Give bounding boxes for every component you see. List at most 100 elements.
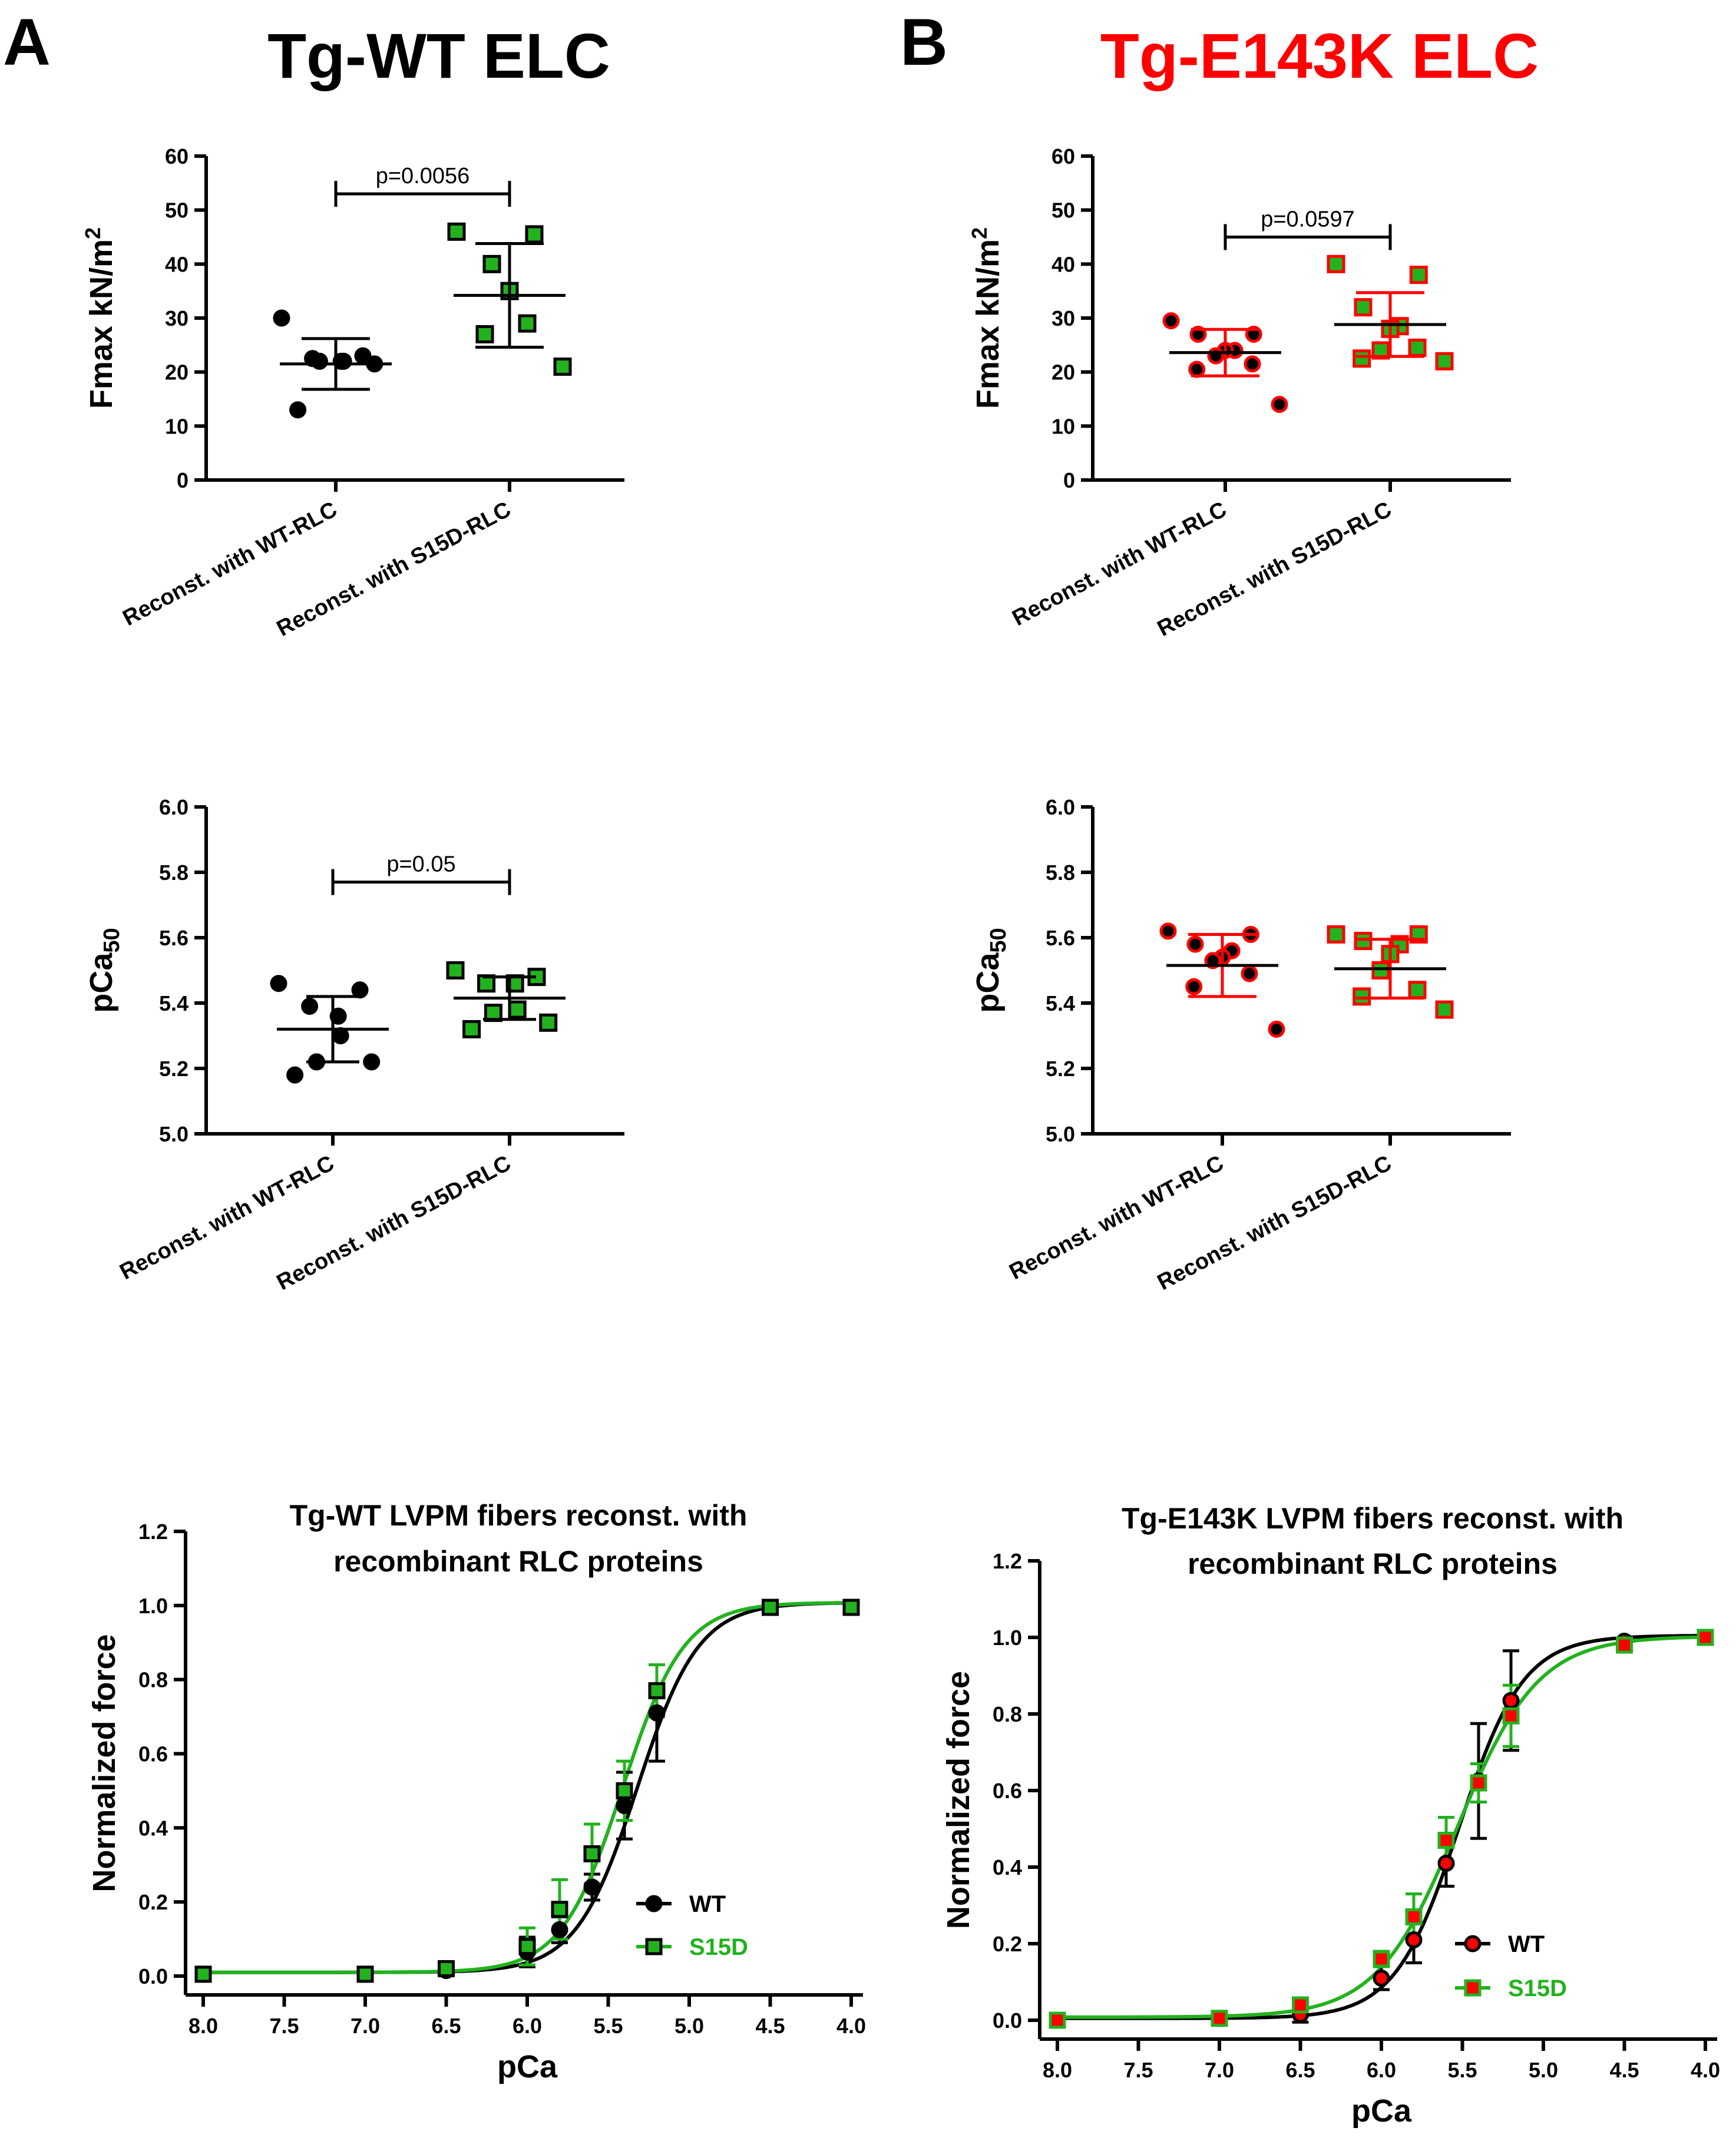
y-tick-label: 0.0 bbox=[138, 1964, 168, 1988]
legend-marker bbox=[1464, 1979, 1482, 1997]
y-tick-label: 40 bbox=[1051, 252, 1075, 276]
data-point-s15d bbox=[648, 1682, 666, 1700]
y-tick-label: 50 bbox=[165, 198, 189, 223]
data-point-wt bbox=[1373, 1970, 1390, 1987]
x-tick-label: 8.0 bbox=[1043, 2058, 1072, 2082]
x-tick-label: 6.0 bbox=[1367, 2058, 1396, 2082]
data-point bbox=[1354, 298, 1373, 317]
data-point-wt bbox=[583, 1878, 601, 1896]
data-point bbox=[482, 254, 501, 273]
data-point bbox=[301, 998, 319, 1015]
data-point bbox=[1435, 1000, 1454, 1019]
data-point-s15d bbox=[1049, 2011, 1066, 2029]
y-tick-label: 5.0 bbox=[1046, 1122, 1075, 1146]
x-tick-label: 5.5 bbox=[593, 2014, 623, 2038]
data-point bbox=[1271, 396, 1288, 413]
y-tick-label: 0.6 bbox=[993, 1779, 1022, 1803]
y-tick-label: 0 bbox=[1063, 468, 1075, 492]
data-point-s15d bbox=[1211, 2010, 1228, 2027]
data-point bbox=[335, 352, 352, 370]
y-axis-label: pCa50 bbox=[84, 928, 124, 1012]
y-tick-label: 1.0 bbox=[993, 1626, 1022, 1650]
panel-a-title: Tg-WT ELC bbox=[267, 20, 610, 91]
y-tick-label: 0 bbox=[177, 468, 189, 492]
p-value-label: p=0.0056 bbox=[376, 164, 470, 188]
x-tick-label: 5.0 bbox=[1529, 2058, 1558, 2082]
x-tick-label: 8.0 bbox=[189, 2014, 218, 2038]
data-point bbox=[1371, 961, 1390, 979]
x-tick-label: 5.5 bbox=[1447, 2058, 1477, 2082]
data-point bbox=[508, 1000, 527, 1019]
legend-marker bbox=[645, 1938, 663, 1955]
data-point-wt bbox=[1502, 1692, 1520, 1709]
chart-title: recombinant RLC proteins bbox=[333, 1545, 703, 1578]
data-point-s15d bbox=[1502, 1707, 1520, 1725]
data-point bbox=[1327, 925, 1345, 944]
y-tick-label: 0.0 bbox=[993, 2008, 1022, 2033]
y-tick-label: 0.2 bbox=[993, 1932, 1022, 1956]
chart-title: recombinant RLC proteins bbox=[1188, 1547, 1558, 1580]
y-tick-label: 30 bbox=[165, 306, 189, 330]
x-tick-label: 4.5 bbox=[1609, 2058, 1639, 2082]
p-value-label: p=0.0597 bbox=[1261, 207, 1355, 232]
y-tick-label: 1.2 bbox=[993, 1549, 1022, 1573]
data-point bbox=[273, 309, 290, 327]
data-point bbox=[286, 1066, 304, 1084]
x-tick-label: 4.5 bbox=[755, 2014, 785, 2038]
data-point-s15d bbox=[762, 1599, 779, 1616]
data-point bbox=[1354, 932, 1373, 951]
data-point bbox=[310, 352, 328, 370]
y-axis-label: Normalized force bbox=[87, 1634, 122, 1892]
y-tick-label: 50 bbox=[1051, 198, 1075, 223]
x-tick-label: 7.5 bbox=[1123, 2058, 1153, 2082]
y-tick-label: 1.0 bbox=[138, 1594, 168, 1618]
y-tick-label: 5.4 bbox=[159, 991, 189, 1015]
data-point bbox=[447, 222, 466, 241]
data-point bbox=[518, 314, 537, 333]
y-tick-label: 5.4 bbox=[1046, 991, 1075, 1015]
y-tick-label: 5.8 bbox=[1046, 861, 1075, 885]
data-point bbox=[289, 401, 307, 419]
data-point bbox=[1241, 965, 1258, 982]
data-point-s15d bbox=[194, 1965, 212, 1983]
data-point bbox=[363, 1053, 381, 1071]
data-point-s15d bbox=[356, 1965, 374, 1983]
data-point bbox=[1409, 266, 1428, 284]
data-point bbox=[1353, 349, 1371, 368]
x-tick-label: 6.5 bbox=[1285, 2058, 1315, 2082]
y-tick-label: 0.2 bbox=[138, 1890, 168, 1914]
y-tick-label: 10 bbox=[1051, 414, 1075, 438]
y-tick-label: 20 bbox=[165, 360, 189, 385]
x-axis-label: pCa bbox=[1351, 2093, 1412, 2129]
data-point-wt bbox=[616, 1797, 633, 1815]
data-point-wt bbox=[551, 1921, 568, 1938]
legend-label-wt: WT bbox=[689, 1891, 726, 1917]
data-point bbox=[1186, 935, 1204, 953]
y-axis-label: pCa50 bbox=[970, 928, 1011, 1012]
fit-curve-wt bbox=[203, 1601, 851, 1974]
x-tick-label: 4.0 bbox=[1691, 2058, 1720, 2082]
data-point-s15d bbox=[1470, 1774, 1487, 1792]
data-point bbox=[462, 1020, 481, 1038]
data-point-s15d bbox=[1697, 1629, 1714, 1646]
data-point-s15d bbox=[616, 1782, 633, 1799]
panel-a-letter: A bbox=[3, 5, 51, 79]
data-point-wt bbox=[648, 1704, 666, 1722]
x-tick-label: 7.5 bbox=[269, 2014, 299, 2038]
data-point bbox=[525, 225, 544, 244]
data-point-s15d bbox=[551, 1901, 568, 1918]
chart-title: Tg-E143K LVPM fibers reconst. with bbox=[1122, 1502, 1623, 1535]
x-tick-label: 4.0 bbox=[836, 2014, 866, 2038]
y-tick-label: 40 bbox=[165, 252, 189, 276]
y-tick-label: 5.2 bbox=[159, 1057, 189, 1081]
x-tick-label: 6.0 bbox=[512, 2014, 542, 2038]
p-value-label: p=0.05 bbox=[386, 852, 455, 877]
data-point-s15d bbox=[1616, 1636, 1633, 1654]
data-point bbox=[1244, 355, 1261, 373]
legend-label-s15d: S15D bbox=[689, 1934, 748, 1960]
data-point bbox=[553, 358, 572, 376]
data-point bbox=[1207, 347, 1225, 365]
